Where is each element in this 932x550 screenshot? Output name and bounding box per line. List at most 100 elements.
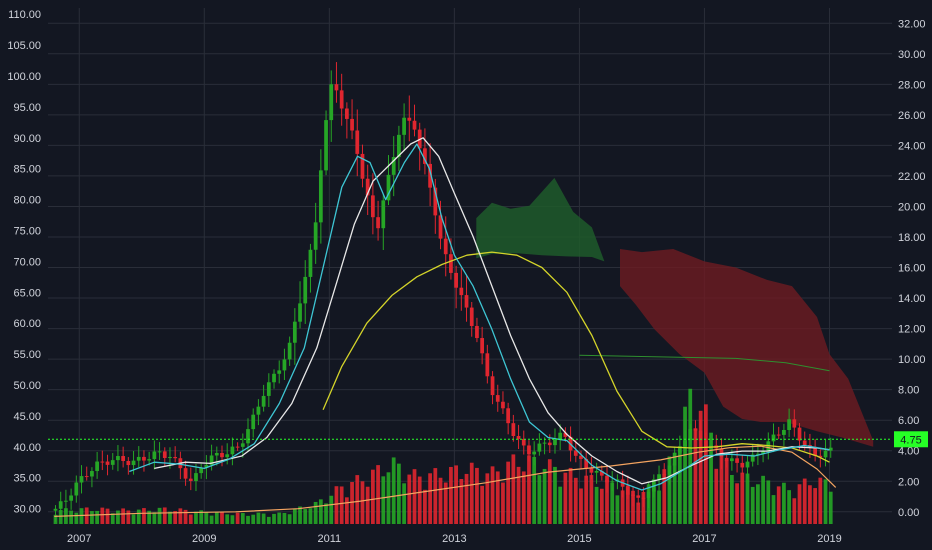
candle-body bbox=[194, 473, 198, 482]
candle-body bbox=[365, 178, 370, 196]
volume-bar bbox=[407, 474, 412, 524]
candle-body bbox=[173, 457, 178, 459]
volume-bar bbox=[334, 486, 339, 524]
candle-body bbox=[537, 443, 542, 452]
volume-bar bbox=[672, 463, 677, 524]
candle-body bbox=[214, 452, 219, 456]
volume-bar bbox=[818, 477, 823, 524]
volume-bar bbox=[438, 477, 443, 524]
right-axis-tick-label: 28.00 bbox=[898, 79, 926, 91]
candle-body bbox=[511, 423, 516, 437]
volume-bar bbox=[152, 512, 157, 524]
candle-body bbox=[589, 468, 594, 473]
candle-body bbox=[381, 200, 386, 229]
volume-bar bbox=[605, 479, 609, 524]
volume-bar bbox=[724, 460, 729, 524]
left-axis-tick-label: 35.00 bbox=[13, 473, 41, 485]
candle-body bbox=[74, 482, 79, 496]
volume-bars bbox=[53, 388, 833, 524]
candle-body bbox=[469, 307, 474, 326]
volume-bar bbox=[698, 410, 703, 524]
left-axis-tick-label: 100.00 bbox=[7, 71, 41, 83]
candle-body bbox=[246, 429, 250, 444]
volume-bar bbox=[110, 513, 115, 524]
volume-bar bbox=[480, 485, 485, 524]
volume-bar bbox=[251, 514, 256, 524]
volume-bar bbox=[292, 508, 297, 524]
candle-body bbox=[787, 419, 791, 430]
candle-body bbox=[724, 457, 729, 462]
volume-bar bbox=[620, 490, 625, 524]
volume-bar bbox=[454, 465, 458, 524]
volume-bar bbox=[787, 490, 791, 524]
candle-body bbox=[355, 130, 360, 154]
volume-bar bbox=[365, 486, 370, 524]
volume-bar bbox=[579, 488, 583, 524]
volume-bar bbox=[573, 477, 578, 524]
candle-body bbox=[240, 443, 245, 447]
candle-body bbox=[599, 470, 604, 476]
x-axis-tick-label: 2013 bbox=[442, 533, 466, 545]
x-axis-tick-label: 2017 bbox=[692, 533, 716, 545]
candle-body bbox=[183, 468, 188, 479]
volume-bar bbox=[490, 466, 495, 524]
candle-body bbox=[475, 325, 479, 339]
candle-body bbox=[579, 455, 583, 459]
volume-bar bbox=[100, 507, 105, 524]
right-axis-tick-label: 22.00 bbox=[898, 171, 926, 183]
candle-body bbox=[386, 174, 391, 201]
candle-body bbox=[162, 451, 167, 458]
candle-body bbox=[776, 434, 781, 436]
volume-bar bbox=[625, 485, 630, 524]
candle-body bbox=[220, 452, 224, 458]
volume-bar bbox=[594, 486, 599, 524]
volume-bar bbox=[188, 514, 193, 524]
candle-body bbox=[397, 134, 401, 158]
volume-bar bbox=[162, 507, 167, 524]
volume-bar bbox=[105, 508, 110, 524]
candle-body bbox=[272, 373, 276, 383]
volume-bar bbox=[74, 512, 79, 524]
candle-body bbox=[209, 455, 214, 465]
candle-body bbox=[105, 461, 110, 465]
left-axis-tick-label: 70.00 bbox=[13, 256, 41, 268]
volume-bar bbox=[547, 459, 552, 524]
volume-bar bbox=[813, 488, 817, 524]
volume-bar bbox=[423, 489, 427, 524]
volume-bar bbox=[220, 511, 224, 524]
candle-body bbox=[131, 460, 136, 466]
ichimoku-clouds bbox=[476, 177, 874, 447]
volume-bar bbox=[527, 455, 531, 524]
volume-bar bbox=[714, 468, 719, 524]
candle-body bbox=[64, 500, 68, 502]
candle-body bbox=[329, 84, 334, 121]
candle-body bbox=[100, 461, 105, 463]
volume-bar bbox=[651, 487, 656, 524]
candle-body bbox=[698, 430, 703, 441]
volume-bar bbox=[703, 404, 708, 524]
volume-bar bbox=[636, 502, 641, 524]
candle-body bbox=[688, 428, 693, 441]
volume-bar bbox=[126, 510, 131, 524]
volume-bar bbox=[449, 466, 453, 524]
volume-bar bbox=[168, 511, 172, 524]
right-axis-tick-label: 20.00 bbox=[898, 201, 926, 213]
volume-bar bbox=[147, 510, 152, 524]
volume-bar bbox=[501, 482, 505, 524]
candle-body bbox=[449, 254, 453, 273]
volume-bar bbox=[402, 483, 406, 524]
candle-body bbox=[225, 454, 230, 458]
volume-bar bbox=[589, 475, 594, 524]
left-axis-tick-label: 105.00 bbox=[7, 40, 41, 52]
x-axis-tick-label: 2009 bbox=[192, 533, 216, 545]
volume-bar bbox=[459, 478, 464, 524]
right-axis-tick-label: 8.00 bbox=[898, 385, 919, 397]
grid-lines bbox=[48, 8, 892, 524]
candle-body bbox=[792, 419, 797, 428]
right-axis-tick-label: 30.00 bbox=[898, 49, 926, 61]
right-axis-tick-label: 18.00 bbox=[898, 232, 926, 244]
candle-body bbox=[95, 461, 99, 472]
volume-bar bbox=[797, 484, 802, 524]
volume-bar bbox=[750, 486, 755, 524]
